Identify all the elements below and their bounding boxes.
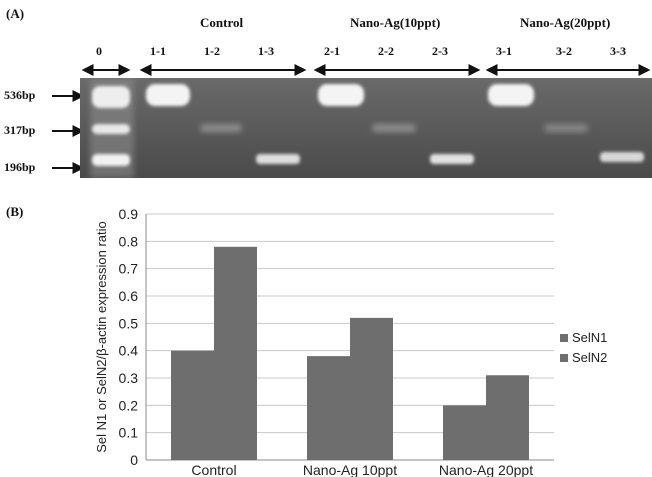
gel-band-3-1 xyxy=(488,84,534,106)
y-tick-label: 0.9 xyxy=(119,206,139,222)
lane-label-1-3: 1-3 xyxy=(258,44,274,58)
bp-label-317: 317bp xyxy=(4,123,36,137)
lane-group-arrows xyxy=(81,64,651,76)
legend-label-seln2: SelN2 xyxy=(572,350,607,365)
y-tick-label: 0.8 xyxy=(119,233,139,249)
y-tick-label: 0.5 xyxy=(119,315,139,331)
group-label-control: Control xyxy=(200,15,244,30)
lane-label-1-1: 1-1 xyxy=(150,44,166,58)
bp-marker-arrows xyxy=(52,90,85,174)
gel-band-ladder-196 xyxy=(92,154,130,166)
lane-label-2-2: 2-2 xyxy=(378,44,394,58)
gel-band-ladder-536 xyxy=(92,86,130,108)
bar-chart: 0 0.1 0.2 0.3 0.4 0.5 0.6 0.7 0.8 0.9 Control Nano-… xyxy=(94,206,607,477)
group-label-nano-ag-10: Nano-Ag(10ppt) xyxy=(350,15,441,30)
bar-seln1-1 xyxy=(307,356,350,460)
panel-b-label: (B) xyxy=(6,204,24,219)
gel-band-3-3 xyxy=(600,152,644,162)
x-tick-label: Nano-Ag 20ppt xyxy=(439,462,533,477)
legend-label-seln1: SelN1 xyxy=(572,330,607,345)
gel-band-1-1 xyxy=(146,84,190,106)
y-tick-label: 0.4 xyxy=(119,343,139,359)
bar-seln1-0 xyxy=(171,350,214,460)
bar-seln2-2 xyxy=(486,375,529,460)
panel-a-label: (A) xyxy=(6,6,25,21)
x-tick-label: Nano-Ag 10ppt xyxy=(303,462,397,477)
legend-swatch-seln1 xyxy=(560,334,568,342)
group-label-nano-ag-20: Nano-Ag(20ppt) xyxy=(520,15,611,30)
lane-label-2-3: 2-3 xyxy=(432,44,448,58)
y-tick-label: 0.6 xyxy=(119,288,139,304)
bar-seln1-2 xyxy=(443,405,486,460)
x-tick-label: Control xyxy=(191,462,236,477)
gel-band-2-3 xyxy=(430,154,474,164)
y-tick-label: 0.3 xyxy=(119,370,139,386)
gel-band-3-2 xyxy=(544,124,588,132)
gel-band-1-3 xyxy=(256,154,300,164)
gel-band-2-1 xyxy=(318,84,364,106)
lane-label-2-1: 2-1 xyxy=(324,44,340,58)
lane-label-3-3: 3-3 xyxy=(610,44,626,58)
y-tick-label: 0 xyxy=(130,452,138,468)
bar-seln2-0 xyxy=(214,246,257,460)
lane-label-3-1: 3-1 xyxy=(496,44,512,58)
bar-seln2-1 xyxy=(350,317,393,460)
bp-label-196: 196bp xyxy=(4,160,36,174)
bp-label-536: 536bp xyxy=(4,88,36,102)
y-tick-label: 0.2 xyxy=(119,397,139,413)
legend-swatch-seln2 xyxy=(560,354,568,362)
lane-label-0: 0 xyxy=(96,44,102,58)
y-axis-label: Sel N1 or SelN2/β-actin expression ratio xyxy=(94,221,109,452)
lane-label-3-2: 3-2 xyxy=(556,44,572,58)
y-tick-label: 0.1 xyxy=(119,425,139,441)
gel-image xyxy=(80,78,652,178)
lane-label-1-2: 1-2 xyxy=(204,44,220,58)
gel-band-2-2 xyxy=(372,124,416,132)
gel-band-1-2 xyxy=(200,124,242,132)
y-tick-label: 0.7 xyxy=(119,261,139,277)
gel-band-ladder-317 xyxy=(92,124,130,134)
